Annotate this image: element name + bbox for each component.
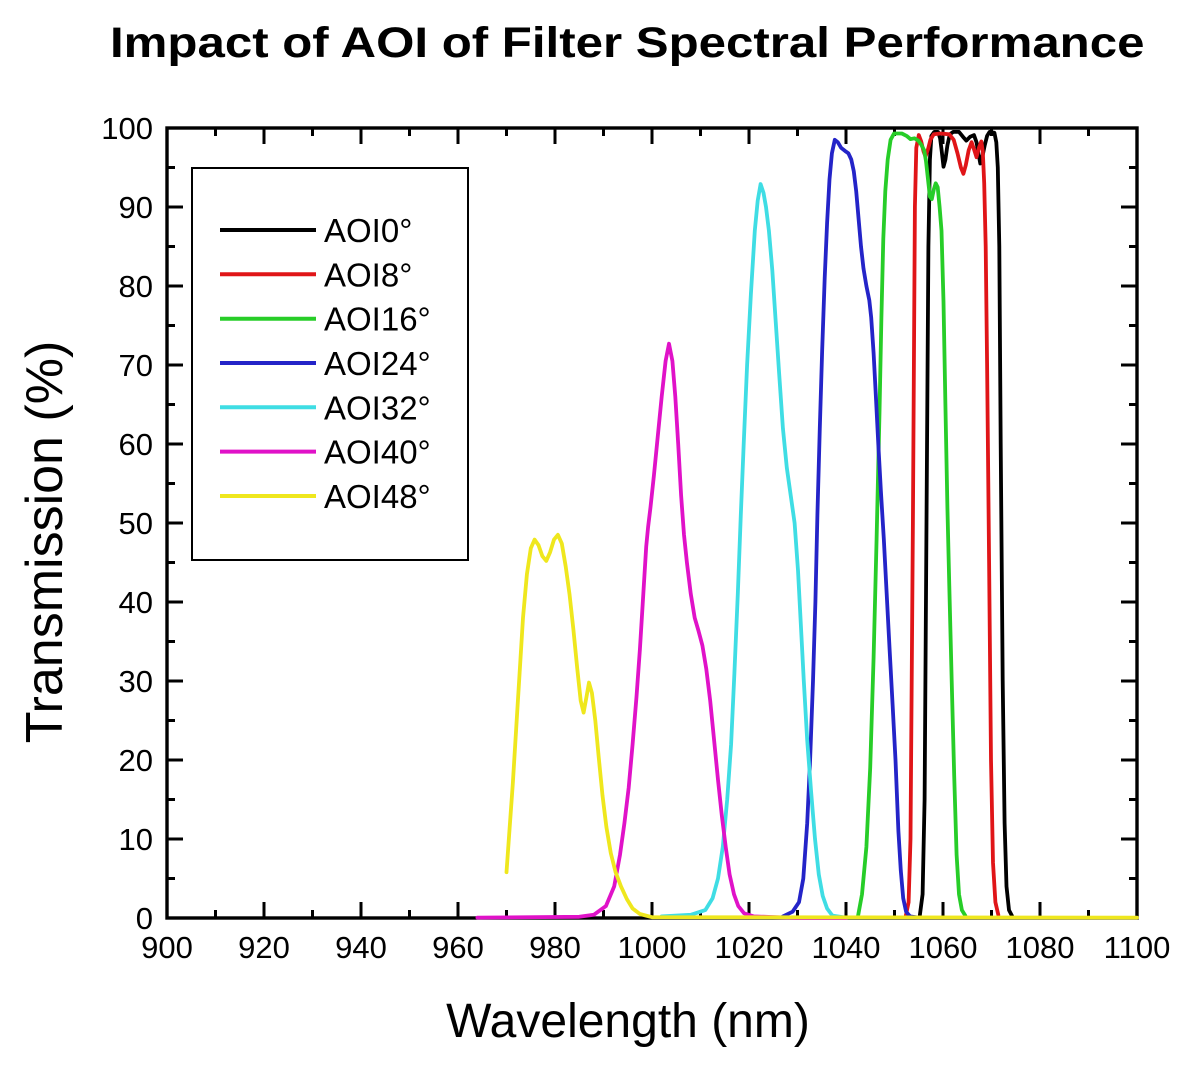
svg-text:10: 10 [119, 822, 153, 857]
svg-text:Transmission (%): Transmission (%) [16, 341, 74, 744]
svg-text:AOI0°: AOI0° [324, 212, 412, 249]
svg-text:50: 50 [119, 506, 153, 541]
svg-text:980: 980 [529, 930, 581, 965]
svg-text:AOI8°: AOI8° [324, 256, 412, 293]
svg-text:920: 920 [238, 930, 290, 965]
svg-text:1100: 1100 [1104, 930, 1171, 965]
svg-text:90: 90 [119, 190, 153, 225]
svg-text:960: 960 [432, 930, 484, 965]
svg-text:900: 900 [141, 930, 193, 965]
svg-text:1020: 1020 [715, 930, 784, 965]
svg-text:1060: 1060 [909, 930, 978, 965]
svg-text:AOI24°: AOI24° [324, 345, 431, 382]
svg-text:940: 940 [335, 930, 387, 965]
svg-text:AOI48°: AOI48° [324, 478, 431, 515]
svg-text:40: 40 [119, 585, 153, 620]
svg-text:Impact of AOI of Filter Spectr: Impact of AOI of Filter Spectral Perform… [110, 18, 1145, 66]
svg-text:70: 70 [119, 348, 153, 383]
svg-text:60: 60 [119, 427, 153, 462]
svg-text:80: 80 [119, 269, 153, 304]
svg-text:20: 20 [119, 743, 153, 778]
svg-text:AOI40°: AOI40° [324, 434, 431, 471]
svg-text:AOI16°: AOI16° [324, 301, 431, 338]
svg-text:1000: 1000 [618, 930, 687, 965]
svg-text:1040: 1040 [812, 930, 881, 965]
svg-text:100: 100 [101, 111, 153, 146]
svg-text:30: 30 [119, 664, 153, 699]
svg-text:Wavelength (nm): Wavelength (nm) [446, 995, 810, 1048]
svg-text:AOI32°: AOI32° [324, 389, 431, 426]
svg-text:0: 0 [136, 901, 153, 936]
svg-text:1080: 1080 [1006, 930, 1075, 965]
